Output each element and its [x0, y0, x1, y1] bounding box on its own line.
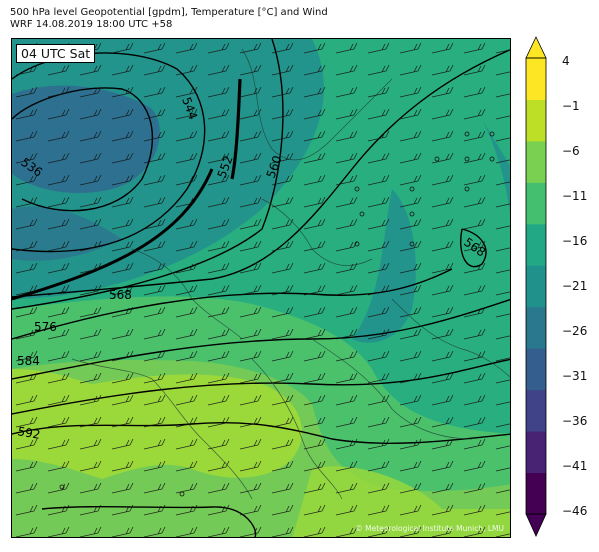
- colorbar-segment: [526, 140, 546, 183]
- valid-time-label: 04 UTC Sat: [16, 44, 96, 63]
- colorbar-tick: −26: [562, 324, 588, 338]
- map-panel[interactable]: 544 536 552 560 568 576 584 592 568 © Me…: [11, 38, 511, 538]
- wind-barbs: [12, 39, 510, 537]
- colorbar-segment: [526, 389, 546, 432]
- colorbar-extend-max: [525, 36, 547, 59]
- colorbar-tick: −11: [562, 189, 588, 203]
- colorbar-segment: [526, 348, 546, 391]
- colorbar: [525, 36, 547, 537]
- colorbar-segment: [526, 223, 546, 266]
- colorbar-tick: −16: [562, 234, 588, 248]
- colorbar-tick: 4: [562, 54, 570, 68]
- weather-map: 544 536 552 560 568 576 584 592 568: [12, 39, 510, 537]
- colorbar-segment: [526, 306, 546, 349]
- colorbar-segment: [526, 265, 546, 308]
- run-info: WRF 14.08.2019 18:00 UTC +58: [10, 19, 173, 30]
- colorbar-segment: [526, 99, 546, 142]
- contour-label-576: 576: [34, 320, 57, 334]
- colorbar-segment: [526, 472, 546, 515]
- colorbar-tick: −1: [562, 99, 580, 113]
- copyright-credit: © Meteorological Institute Munich, LMU: [355, 524, 504, 533]
- colorbar-tick: −6: [562, 144, 580, 158]
- colorbar-segment: [526, 58, 546, 100]
- contour-label-568: 568: [109, 288, 132, 302]
- colorbar-extend-min: [525, 513, 547, 537]
- colorbar-tick: −36: [562, 414, 588, 428]
- contour-label-584: 584: [17, 354, 40, 368]
- colorbar-tick: −41: [562, 459, 588, 473]
- chart-title: 500 hPa level Geopotential [gpdm], Tempe…: [10, 7, 328, 18]
- colorbar-segment: [526, 431, 546, 474]
- colorbar-tick: −21: [562, 279, 588, 293]
- colorbar-segment: [526, 182, 546, 225]
- contour-label-592: 592: [16, 424, 41, 442]
- colorbar-outline: [525, 57, 547, 515]
- colorbar-tick: −46: [562, 504, 588, 518]
- station-markers: [59, 131, 495, 497]
- colorbar-tick: −31: [562, 369, 588, 383]
